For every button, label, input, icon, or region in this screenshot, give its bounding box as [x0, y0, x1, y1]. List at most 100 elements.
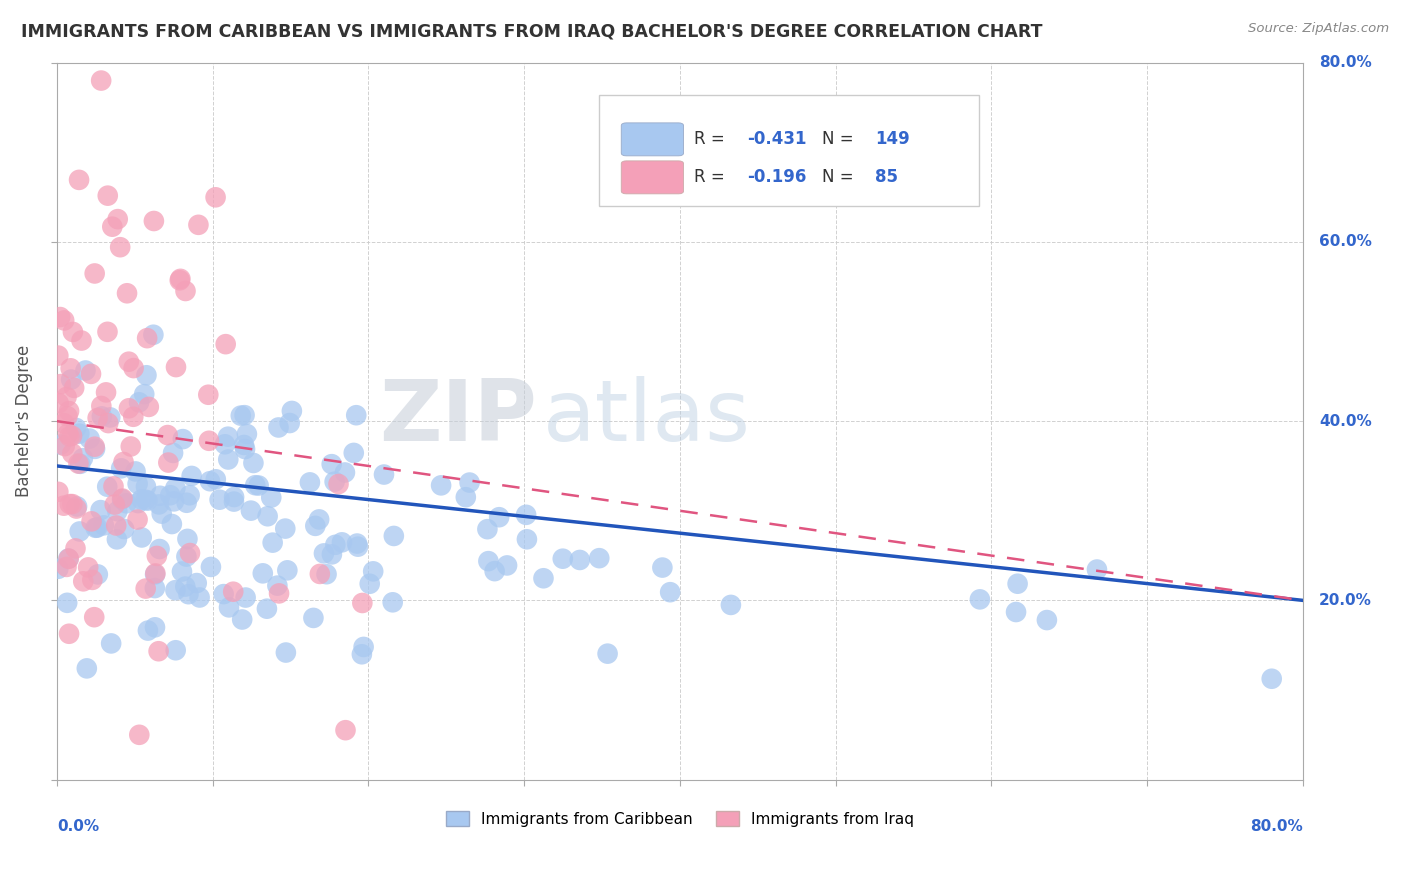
- Point: [101, 219, 124, 234]
- Point: [321, 547, 343, 561]
- Point: [135, 582, 157, 596]
- Point: [323, 475, 346, 489]
- Point: [496, 558, 519, 573]
- Point: [135, 492, 157, 507]
- Point: [142, 214, 165, 228]
- Point: [516, 533, 538, 547]
- Point: [111, 491, 134, 506]
- Text: R =: R =: [693, 169, 730, 186]
- Point: [328, 477, 350, 491]
- Point: [347, 540, 370, 554]
- Point: [53, 417, 76, 431]
- Point: [66, 500, 89, 514]
- Point: [53, 439, 76, 453]
- Point: [105, 504, 128, 518]
- Point: [67, 173, 90, 187]
- Point: [1036, 613, 1059, 627]
- Point: [256, 509, 278, 524]
- Point: [98, 410, 121, 425]
- Point: [59, 361, 82, 376]
- Point: [67, 426, 90, 441]
- Point: [159, 488, 181, 502]
- Point: [56, 409, 79, 424]
- Point: [80, 514, 103, 528]
- Point: [59, 497, 82, 511]
- Point: [488, 510, 510, 524]
- Text: ZIP: ZIP: [378, 376, 537, 459]
- Point: [86, 411, 108, 425]
- Point: [136, 624, 159, 638]
- Point: [214, 437, 236, 451]
- FancyBboxPatch shape: [599, 95, 979, 206]
- Point: [83, 440, 105, 454]
- Point: [90, 503, 112, 517]
- Point: [236, 427, 259, 442]
- Point: [156, 428, 179, 442]
- Text: Source: ZipAtlas.com: Source: ZipAtlas.com: [1249, 22, 1389, 36]
- Point: [588, 551, 610, 566]
- Point: [344, 408, 367, 422]
- Point: [267, 420, 290, 434]
- Point: [180, 469, 202, 483]
- Point: [72, 451, 94, 466]
- Point: [252, 566, 274, 581]
- Point: [142, 327, 165, 342]
- Point: [157, 456, 180, 470]
- Point: [96, 325, 118, 339]
- Point: [103, 479, 125, 493]
- Point: [343, 446, 366, 460]
- Point: [145, 566, 167, 581]
- Point: [115, 496, 138, 510]
- Point: [69, 524, 91, 539]
- Point: [105, 533, 128, 547]
- Point: [131, 531, 153, 545]
- Point: [55, 560, 77, 574]
- Point: [533, 571, 555, 585]
- Point: [165, 643, 187, 657]
- Point: [321, 457, 343, 471]
- Point: [208, 492, 231, 507]
- Point: [87, 567, 110, 582]
- Point: [262, 535, 284, 549]
- Point: [122, 361, 145, 376]
- Point: [233, 408, 256, 422]
- Point: [179, 488, 201, 502]
- Point: [222, 584, 245, 599]
- Point: [53, 313, 76, 327]
- Point: [720, 598, 742, 612]
- Point: [267, 586, 290, 600]
- Point: [651, 560, 673, 574]
- Point: [346, 536, 368, 550]
- Point: [165, 360, 187, 375]
- Point: [233, 442, 256, 456]
- Point: [212, 587, 235, 601]
- Point: [325, 538, 347, 552]
- Point: [276, 563, 298, 577]
- Point: [143, 567, 166, 582]
- Point: [148, 498, 170, 512]
- Point: [218, 600, 240, 615]
- Point: [308, 566, 330, 581]
- Text: 0.0%: 0.0%: [56, 819, 98, 834]
- Point: [160, 516, 183, 531]
- Text: 40.0%: 40.0%: [1319, 414, 1372, 429]
- Point: [169, 273, 191, 287]
- Point: [247, 478, 270, 492]
- Point: [146, 549, 169, 563]
- Point: [60, 373, 83, 387]
- Point: [136, 331, 159, 345]
- Point: [120, 440, 142, 454]
- Point: [58, 551, 80, 566]
- Point: [260, 491, 283, 505]
- Point: [217, 452, 239, 467]
- Point: [335, 723, 357, 738]
- Point: [266, 579, 288, 593]
- Point: [49, 437, 72, 451]
- Point: [215, 337, 238, 351]
- Point: [162, 446, 184, 460]
- Text: 20.0%: 20.0%: [1319, 593, 1372, 607]
- Point: [174, 284, 197, 298]
- Point: [239, 503, 262, 517]
- Point: [204, 472, 226, 486]
- Point: [333, 466, 356, 480]
